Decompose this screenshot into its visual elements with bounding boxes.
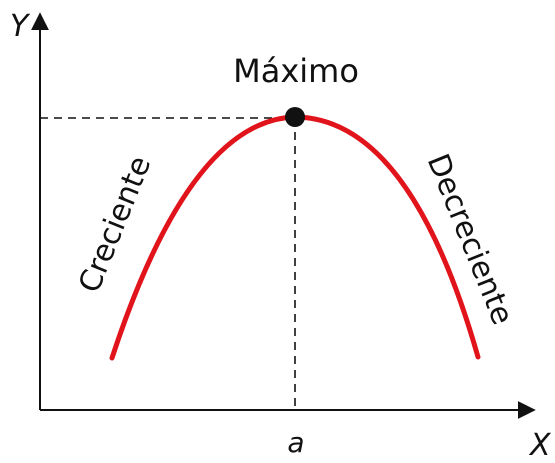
maximum-label: Máximo [233, 52, 359, 90]
maximum-point [285, 107, 305, 127]
x-tick-label-a: a [287, 426, 304, 459]
x-axis-label: X [528, 428, 552, 463]
y-axis-label: Y [10, 9, 31, 44]
